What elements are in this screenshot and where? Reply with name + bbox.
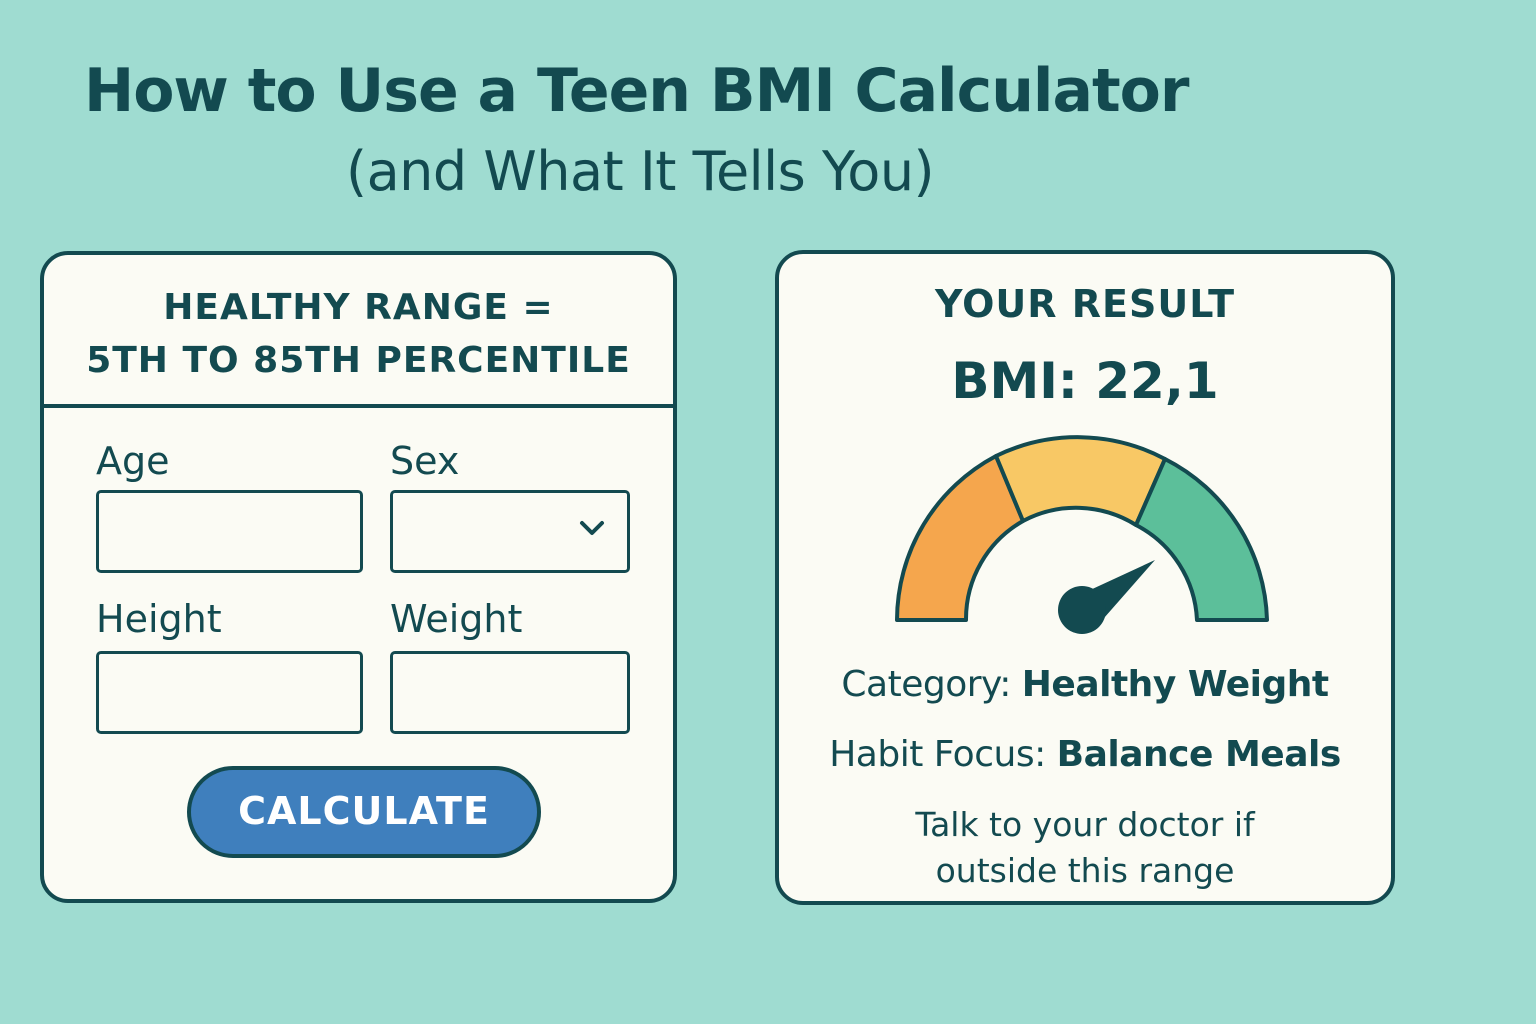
doctor-note-line-1: Talk to your doctor if	[915, 805, 1255, 844]
calculate-button[interactable]: CALCULATE	[187, 766, 541, 858]
page-title: How to Use a Teen BMI Calculator	[84, 56, 1189, 126]
category-line: Category: Healthy Weight	[779, 664, 1391, 705]
doctor-note-line-2: outside this range	[935, 851, 1235, 890]
gauge-segment-green	[1134, 457, 1269, 622]
habit-focus-line: Habit Focus: Balance Meals	[779, 734, 1391, 775]
height-label: Height	[96, 597, 222, 641]
age-input[interactable]	[96, 490, 363, 573]
bmi-label: BMI:	[951, 352, 1078, 410]
page-subtitle: (and What It Tells You)	[346, 140, 935, 203]
category-label: Category:	[841, 664, 1011, 705]
result-heading: YOUR RESULT	[934, 282, 1236, 326]
weight-label: Weight	[390, 597, 523, 641]
healthy-range-line-2: 5TH TO 85TH PERCENTILE	[86, 340, 631, 381]
weight-input[interactable]	[390, 651, 630, 734]
healthy-range-header: HEALTHY RANGE = 5TH TO 85TH PERCENTILE	[44, 255, 673, 408]
bmi-gauge	[895, 435, 1269, 634]
calculator-card: HEALTHY RANGE = 5TH TO 85TH PERCENTILE A…	[40, 251, 677, 903]
chevron-down-icon	[580, 521, 604, 535]
gauge-needle	[1058, 560, 1155, 634]
bmi-readout: BMI: 22,1	[779, 352, 1391, 410]
result-card: YOUR RESULT BMI: 22,1 Category: Healthy …	[775, 250, 1395, 905]
doctor-note: Talk to your doctor if outside this rang…	[779, 802, 1391, 894]
sex-label: Sex	[390, 439, 460, 483]
age-label: Age	[96, 439, 170, 483]
habit-value: Balance Meals	[1056, 734, 1342, 775]
habit-label: Habit Focus:	[829, 734, 1046, 775]
bmi-value: 22,1	[1095, 352, 1219, 410]
category-value: Healthy Weight	[1021, 664, 1329, 705]
height-input[interactable]	[96, 651, 363, 734]
healthy-range-line-1: HEALTHY RANGE =	[163, 287, 554, 328]
sex-select[interactable]	[390, 490, 630, 573]
